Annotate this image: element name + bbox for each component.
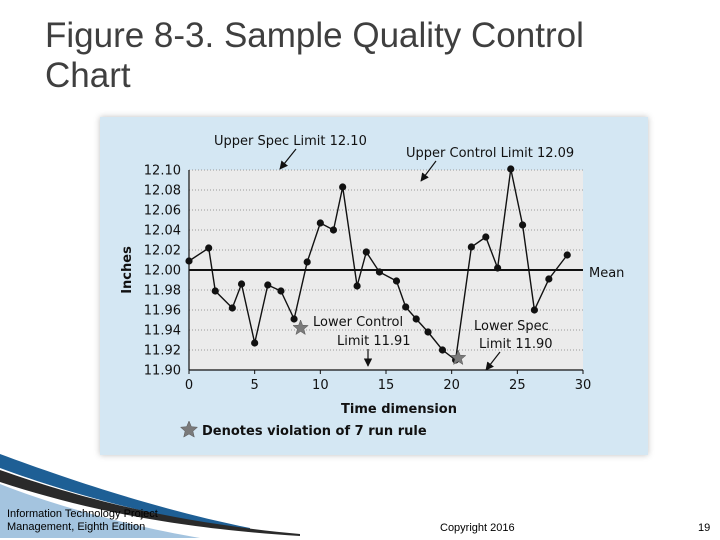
data-point bbox=[316, 219, 324, 227]
series bbox=[185, 165, 571, 366]
data-point bbox=[228, 304, 236, 312]
series-line bbox=[188, 168, 568, 362]
x-axis-label: Time dimension bbox=[341, 402, 457, 417]
upper-control-limit-label: Upper Control Limit 12.09 bbox=[406, 146, 574, 161]
data-point bbox=[185, 257, 193, 265]
data-point bbox=[412, 315, 420, 323]
y-tick-label: 11.98 bbox=[144, 284, 181, 299]
y-tick-label: 12.02 bbox=[144, 244, 181, 259]
upper-spec-limit-label: Upper Spec Limit 12.10 bbox=[214, 134, 367, 149]
data-point bbox=[205, 244, 213, 252]
footer-book-title: Information Technology Project Managemen… bbox=[7, 508, 158, 533]
data-point bbox=[353, 282, 361, 290]
data-point bbox=[264, 281, 272, 289]
violation-star-icon bbox=[449, 349, 467, 366]
violation-star-icon bbox=[292, 319, 309, 336]
legend-star-icon bbox=[179, 420, 199, 438]
data-point bbox=[467, 243, 475, 251]
y-tick-label: 12.00 bbox=[144, 264, 181, 279]
data-point bbox=[518, 221, 527, 229]
data-point bbox=[362, 248, 370, 256]
y-tick-label: 11.92 bbox=[144, 344, 181, 359]
page-number: 19 bbox=[698, 522, 711, 534]
data-point bbox=[392, 277, 401, 285]
data-point bbox=[329, 226, 338, 234]
data-point bbox=[339, 183, 347, 191]
y-tick-label: 11.96 bbox=[144, 304, 181, 319]
y-axis-label: Inches bbox=[120, 246, 135, 294]
lower-spec-limit-label-line1: Lower Spec bbox=[474, 319, 549, 334]
x-tick-label: 5 bbox=[251, 378, 259, 393]
upper-control-limit-arrow bbox=[420, 160, 437, 182]
data-point bbox=[545, 275, 553, 283]
y-tick-label: 12.04 bbox=[144, 224, 181, 239]
data-point bbox=[402, 303, 410, 311]
data-point bbox=[290, 315, 298, 323]
chart-panel: 11.90 11.92 11.94 11.96 11.98 12.00 12.02 12.04… bbox=[100, 117, 648, 455]
lower-spec-limit-label-line2: Limit 11.90 bbox=[479, 337, 553, 352]
y-tick-label: 11.94 bbox=[144, 324, 181, 339]
y-tick-label: 12.06 bbox=[144, 204, 181, 219]
data-point bbox=[251, 339, 259, 347]
data-point bbox=[211, 287, 219, 295]
x-tick-label: 10 bbox=[312, 378, 329, 393]
data-point bbox=[277, 287, 285, 295]
x-tick-label: 15 bbox=[378, 378, 395, 393]
x-tick-label: 30 bbox=[575, 378, 592, 393]
slide-title: Figure 8-3. Sample Quality Control Chart bbox=[45, 16, 584, 95]
mean-label: Mean bbox=[589, 266, 624, 281]
x-tick-label: 0 bbox=[185, 378, 193, 393]
upper-spec-limit-arrow bbox=[279, 148, 297, 170]
data-point bbox=[438, 346, 447, 354]
data-point bbox=[303, 258, 311, 266]
lower-control-limit-label-line2: Limit 11.91 bbox=[337, 334, 411, 349]
data-point bbox=[563, 251, 571, 259]
data-point bbox=[237, 280, 246, 288]
lower-spec-limit-arrow bbox=[485, 351, 501, 371]
y-tick-label: 11.90 bbox=[144, 364, 181, 379]
data-point bbox=[494, 264, 502, 272]
y-tick-label: 12.08 bbox=[144, 184, 181, 199]
data-point bbox=[530, 306, 539, 314]
x-tick-label: 20 bbox=[443, 378, 460, 393]
data-point bbox=[424, 328, 432, 336]
data-point bbox=[507, 165, 515, 173]
footer-copyright: Copyright 2016 bbox=[440, 522, 515, 534]
footer-swoosh-decoration bbox=[0, 454, 300, 538]
y-tick-label: 12.10 bbox=[144, 164, 181, 179]
x-tick-label: 25 bbox=[509, 378, 526, 393]
data-point bbox=[375, 268, 384, 276]
annotations bbox=[279, 148, 501, 371]
legend-label: Denotes violation of 7 run rule bbox=[202, 424, 427, 439]
lower-control-limit-label-line1: Lower Control bbox=[313, 315, 403, 330]
data-point bbox=[482, 233, 490, 241]
quality-control-chart: 11.90 11.92 11.94 11.96 11.98 12.00 12.02 12.04… bbox=[120, 134, 624, 439]
